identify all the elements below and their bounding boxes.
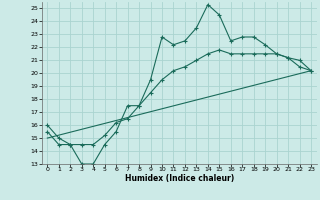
X-axis label: Humidex (Indice chaleur): Humidex (Indice chaleur) bbox=[124, 174, 234, 183]
